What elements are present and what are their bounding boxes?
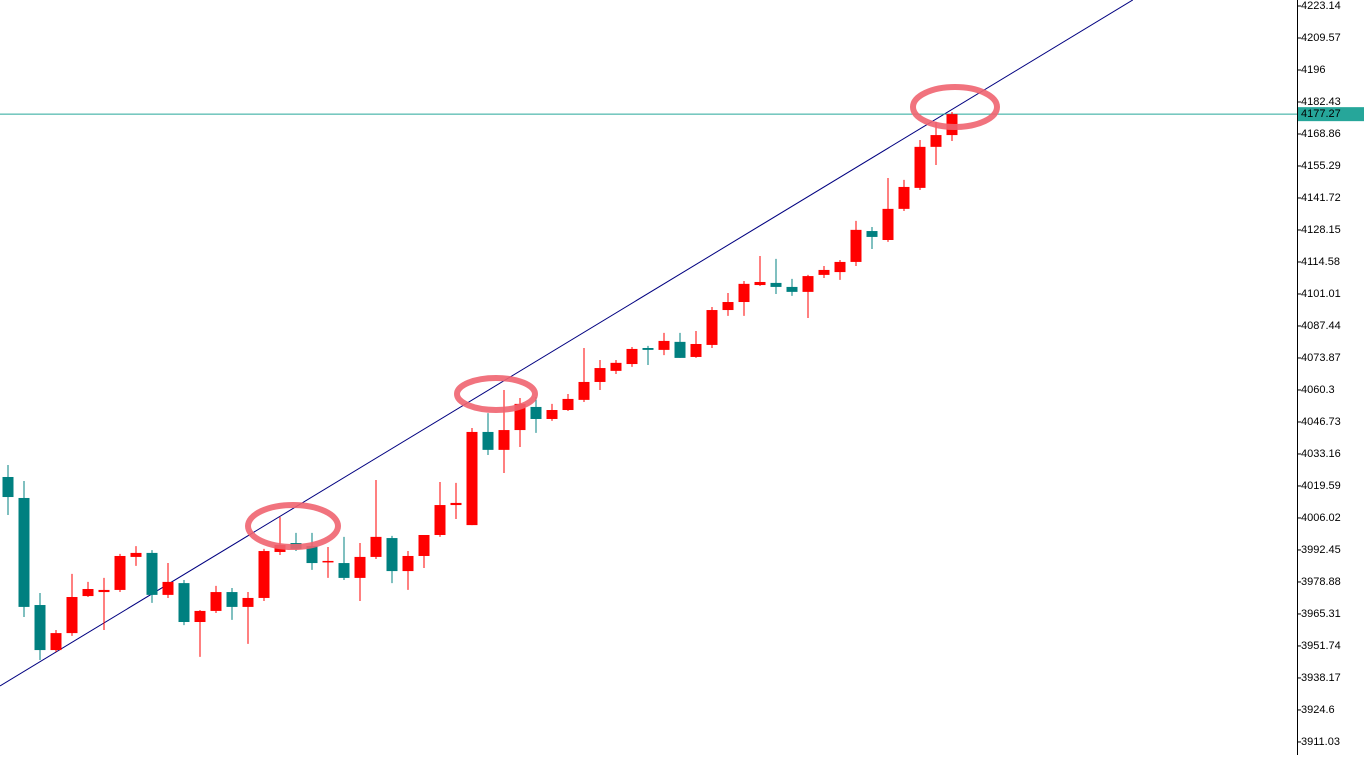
candle-body bbox=[498, 430, 510, 450]
candle-body bbox=[242, 597, 254, 607]
candle-body bbox=[914, 146, 926, 188]
candle-body bbox=[690, 343, 702, 357]
candle-body bbox=[162, 581, 174, 595]
candle-body bbox=[66, 597, 78, 634]
candle-body bbox=[658, 340, 670, 350]
candle-body bbox=[130, 552, 142, 557]
y-tick-label: 4046.73 bbox=[1301, 416, 1341, 428]
candle-body bbox=[18, 497, 30, 607]
candle-body bbox=[450, 502, 462, 506]
candle-body bbox=[418, 534, 430, 556]
candle-body bbox=[562, 398, 574, 411]
candle-body bbox=[258, 551, 270, 598]
candle-body bbox=[898, 186, 910, 209]
candle-body bbox=[706, 310, 718, 345]
y-tick-label: 3992.45 bbox=[1301, 544, 1341, 556]
candle-body bbox=[674, 341, 686, 358]
candle-body bbox=[2, 476, 14, 498]
candle-body bbox=[306, 546, 318, 564]
candle-body bbox=[322, 560, 334, 563]
y-tick-label: 3938.17 bbox=[1301, 672, 1341, 684]
y-tick-label: 3951.74 bbox=[1301, 640, 1341, 652]
candle-body bbox=[882, 208, 894, 241]
highlight-circle bbox=[454, 375, 538, 413]
y-tick-label: 4209.57 bbox=[1301, 32, 1341, 44]
candle-body bbox=[98, 589, 110, 593]
candle-body bbox=[642, 348, 654, 350]
candle-body bbox=[546, 410, 558, 419]
candle-body bbox=[82, 588, 94, 597]
candle-body bbox=[738, 283, 750, 303]
highlight-circle bbox=[245, 502, 341, 550]
y-tick-label: 3978.88 bbox=[1301, 576, 1341, 588]
last-price-label: 4177.27 bbox=[1301, 108, 1341, 120]
y-tick-label: 4060.3 bbox=[1301, 384, 1335, 396]
candle-body bbox=[594, 368, 606, 382]
y-tick-label: 3911.03 bbox=[1301, 736, 1340, 748]
highlight-circle bbox=[910, 84, 1000, 130]
candle-body bbox=[770, 282, 782, 287]
y-tick-label: 4033.16 bbox=[1301, 448, 1341, 460]
candle-body bbox=[802, 276, 814, 292]
candle-body bbox=[466, 431, 478, 526]
y-tick-label: 4006.02 bbox=[1301, 512, 1341, 524]
candle-body bbox=[50, 633, 62, 651]
y-tick-label: 3924.6 bbox=[1301, 704, 1335, 716]
y-tick-label: 4073.87 bbox=[1301, 352, 1341, 364]
candle-body bbox=[386, 538, 398, 572]
y-tick-label: 4114.58 bbox=[1301, 256, 1340, 268]
y-tick-label: 4168.86 bbox=[1301, 128, 1341, 140]
y-tick-label: 4019.59 bbox=[1301, 480, 1341, 492]
candle-body bbox=[354, 556, 366, 578]
y-tick-label: 4141.72 bbox=[1301, 192, 1341, 204]
candle-body bbox=[178, 583, 190, 623]
candle-body bbox=[530, 406, 542, 419]
candle-body bbox=[930, 135, 942, 147]
candle-body bbox=[114, 555, 126, 590]
plot-area bbox=[0, 0, 1297, 687]
candle-body bbox=[722, 302, 734, 311]
candle-body bbox=[578, 381, 590, 400]
candle-body bbox=[626, 348, 638, 365]
y-tick-label: 3965.31 bbox=[1301, 608, 1341, 620]
y-tick-label: 4223.14 bbox=[1301, 0, 1341, 12]
candle-body bbox=[850, 229, 862, 262]
y-tick-label: 4196 bbox=[1301, 64, 1325, 76]
candle-body bbox=[754, 281, 766, 286]
candle-body bbox=[610, 362, 622, 371]
candle-body bbox=[786, 286, 798, 292]
candle-body bbox=[514, 403, 526, 431]
candle-body bbox=[818, 269, 830, 275]
candle-body bbox=[146, 552, 158, 595]
candle-body bbox=[866, 231, 878, 237]
y-tick-label: 4128.15 bbox=[1301, 224, 1341, 236]
candle-body bbox=[34, 605, 46, 651]
y-tick-label: 4155.29 bbox=[1301, 160, 1341, 172]
candle-body bbox=[338, 563, 350, 578]
last-price-tag bbox=[1298, 107, 1364, 122]
candle-body bbox=[370, 536, 382, 557]
candle-body bbox=[210, 592, 222, 611]
y-tick-label: 4087.44 bbox=[1301, 320, 1341, 332]
annotations bbox=[245, 84, 1000, 550]
candle-body bbox=[482, 431, 494, 450]
candle-body bbox=[434, 505, 446, 535]
y-tick-label: 4101.01 bbox=[1301, 288, 1341, 300]
candle-body bbox=[194, 610, 206, 623]
candle-body bbox=[834, 261, 846, 273]
candle-body bbox=[402, 555, 414, 572]
y-tick-label: 4182.43 bbox=[1301, 96, 1341, 108]
candle-body bbox=[226, 592, 238, 607]
